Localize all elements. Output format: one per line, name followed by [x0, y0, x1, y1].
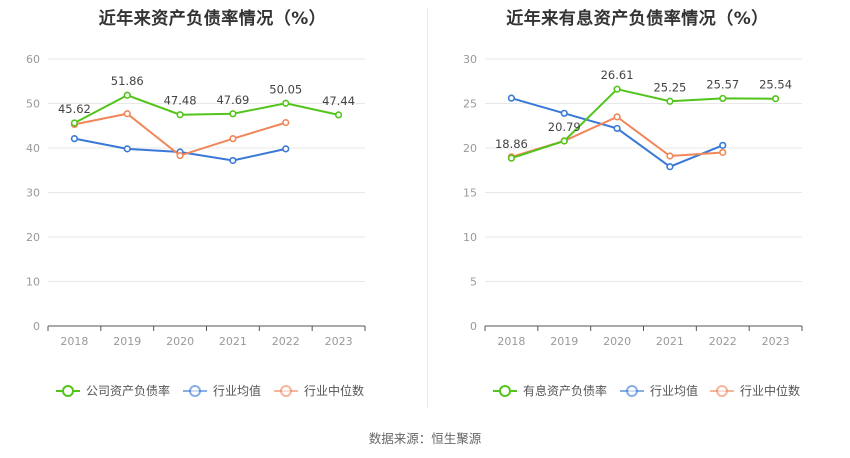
data-point — [123, 145, 131, 153]
y-tick-label: 30 — [463, 53, 477, 66]
data-point — [70, 135, 79, 143]
data-point — [719, 148, 727, 157]
y-tick-label: 20 — [463, 142, 477, 155]
x-tick-label: 2021 — [219, 335, 247, 348]
x-tick-label: 2023 — [325, 335, 353, 348]
data-label: 18.86 — [495, 137, 528, 151]
legend-label: 行业中位数 — [740, 383, 800, 398]
data-label: 26.61 — [601, 68, 634, 82]
data-point — [613, 85, 621, 93]
y-tick-label: 10 — [26, 276, 40, 289]
data-label: 25.54 — [759, 78, 792, 92]
data-label: 47.48 — [164, 94, 197, 108]
legend-label: 公司资产负债率 — [86, 383, 170, 398]
data-label: 45.62 — [58, 102, 91, 116]
chart-panel-debt-ratio: 近年来资产负债率情况（%） 0 10 20 30 40 50 60 2018 2019 2020 2… — [0, 0, 425, 420]
data-label: 47.69 — [216, 93, 249, 107]
legend-label: 行业中位数 — [304, 383, 364, 398]
data-point — [176, 111, 184, 119]
x-tick-label: 2019 — [113, 335, 141, 348]
x-tick-label: 2021 — [656, 335, 684, 348]
data-label: 25.25 — [653, 80, 686, 94]
y-tick-label: 10 — [463, 231, 477, 244]
line-chart-interest-debt-ratio: 0 5 10 15 20 25 30 2018 2019 2020 2021 2022 2023 18.8… — [463, 53, 803, 398]
legend-label: 有息资产负债率 — [523, 383, 607, 398]
data-point — [70, 119, 79, 127]
legend-marker — [716, 385, 728, 397]
data-source-note: 数据来源：恒生聚源 — [368, 431, 482, 446]
data-label: 51.86 — [111, 74, 144, 88]
y-tick-label: 0 — [470, 320, 477, 333]
data-point — [560, 109, 568, 117]
y-tick-label: 40 — [26, 142, 40, 155]
chart-title: 近年来资产负债率情况（%） — [98, 9, 327, 29]
x-tick-label: 2018 — [497, 335, 525, 348]
series-line — [511, 97, 724, 168]
y-tick-label: 0 — [33, 320, 40, 333]
data-point — [282, 145, 290, 153]
data-point — [666, 152, 674, 160]
data-point — [507, 94, 516, 102]
legend-marker — [499, 385, 511, 397]
series-line — [511, 88, 776, 160]
legend-marker — [189, 385, 201, 397]
chart-panel-interest-debt-ratio: 近年来有息资产负债率情况（%） 0 5 10 15 20 25 30 2018 2019 2020… — [425, 0, 850, 420]
legend-label: 行业均值 — [650, 383, 698, 398]
data-point — [719, 94, 727, 103]
legend-marker — [626, 385, 638, 397]
y-tick-label: 60 — [26, 53, 40, 66]
x-tick-label: 2022 — [272, 335, 300, 348]
x-tick-label: 2018 — [60, 335, 88, 348]
data-point — [229, 135, 237, 143]
series-line — [511, 115, 723, 158]
data-label: 20.79 — [548, 120, 581, 134]
chart-title: 近年来有息资产负债率情况（%） — [506, 9, 769, 29]
data-point — [560, 137, 568, 145]
panel-divider — [427, 8, 428, 408]
data-point — [282, 99, 290, 107]
line-chart-debt-ratio: 0 10 20 30 40 50 60 2018 2019 2020 2021 2022 2023 45.… — [26, 53, 366, 398]
legend-marker — [62, 385, 74, 397]
data-point — [719, 141, 727, 149]
y-tick-label: 50 — [26, 98, 40, 111]
data-label: 47.44 — [322, 94, 355, 108]
data-point — [613, 124, 621, 133]
data-point — [334, 111, 343, 119]
y-tick-label: 5 — [470, 276, 477, 289]
x-tick-label: 2023 — [762, 335, 790, 348]
series-line — [73, 94, 339, 124]
data-point — [507, 154, 516, 162]
legend-label: 行业均值 — [213, 383, 261, 398]
data-label: 50.05 — [269, 82, 302, 96]
data-point — [282, 119, 290, 127]
y-tick-label: 20 — [26, 231, 40, 244]
y-tick-label: 25 — [463, 98, 477, 111]
x-tick-label: 2020 — [166, 335, 194, 348]
data-point — [613, 113, 621, 121]
data-point — [123, 110, 131, 118]
x-tick-label: 2022 — [709, 335, 737, 348]
data-point — [771, 95, 780, 103]
y-tick-label: 30 — [26, 187, 40, 200]
y-tick-label: 15 — [463, 187, 477, 200]
x-tick-label: 2020 — [603, 335, 631, 348]
legend-marker — [280, 385, 292, 397]
data-point — [229, 110, 237, 118]
data-point — [123, 91, 131, 99]
data-point — [666, 97, 674, 105]
data-point — [666, 163, 674, 171]
data-point — [229, 156, 237, 165]
x-tick-label: 2019 — [550, 335, 578, 348]
data-label: 25.57 — [706, 77, 739, 91]
data-point — [176, 151, 184, 160]
